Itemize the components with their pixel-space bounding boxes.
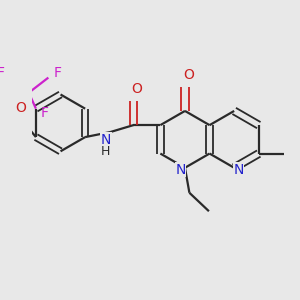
Text: F: F: [53, 66, 61, 80]
Text: N: N: [175, 163, 186, 176]
Text: O: O: [183, 68, 194, 82]
Text: F: F: [41, 106, 49, 120]
Text: H: H: [101, 145, 110, 158]
Text: N: N: [233, 163, 244, 176]
Text: F: F: [0, 66, 4, 80]
Text: N: N: [100, 133, 111, 147]
Text: O: O: [131, 82, 142, 96]
Text: O: O: [15, 101, 26, 115]
